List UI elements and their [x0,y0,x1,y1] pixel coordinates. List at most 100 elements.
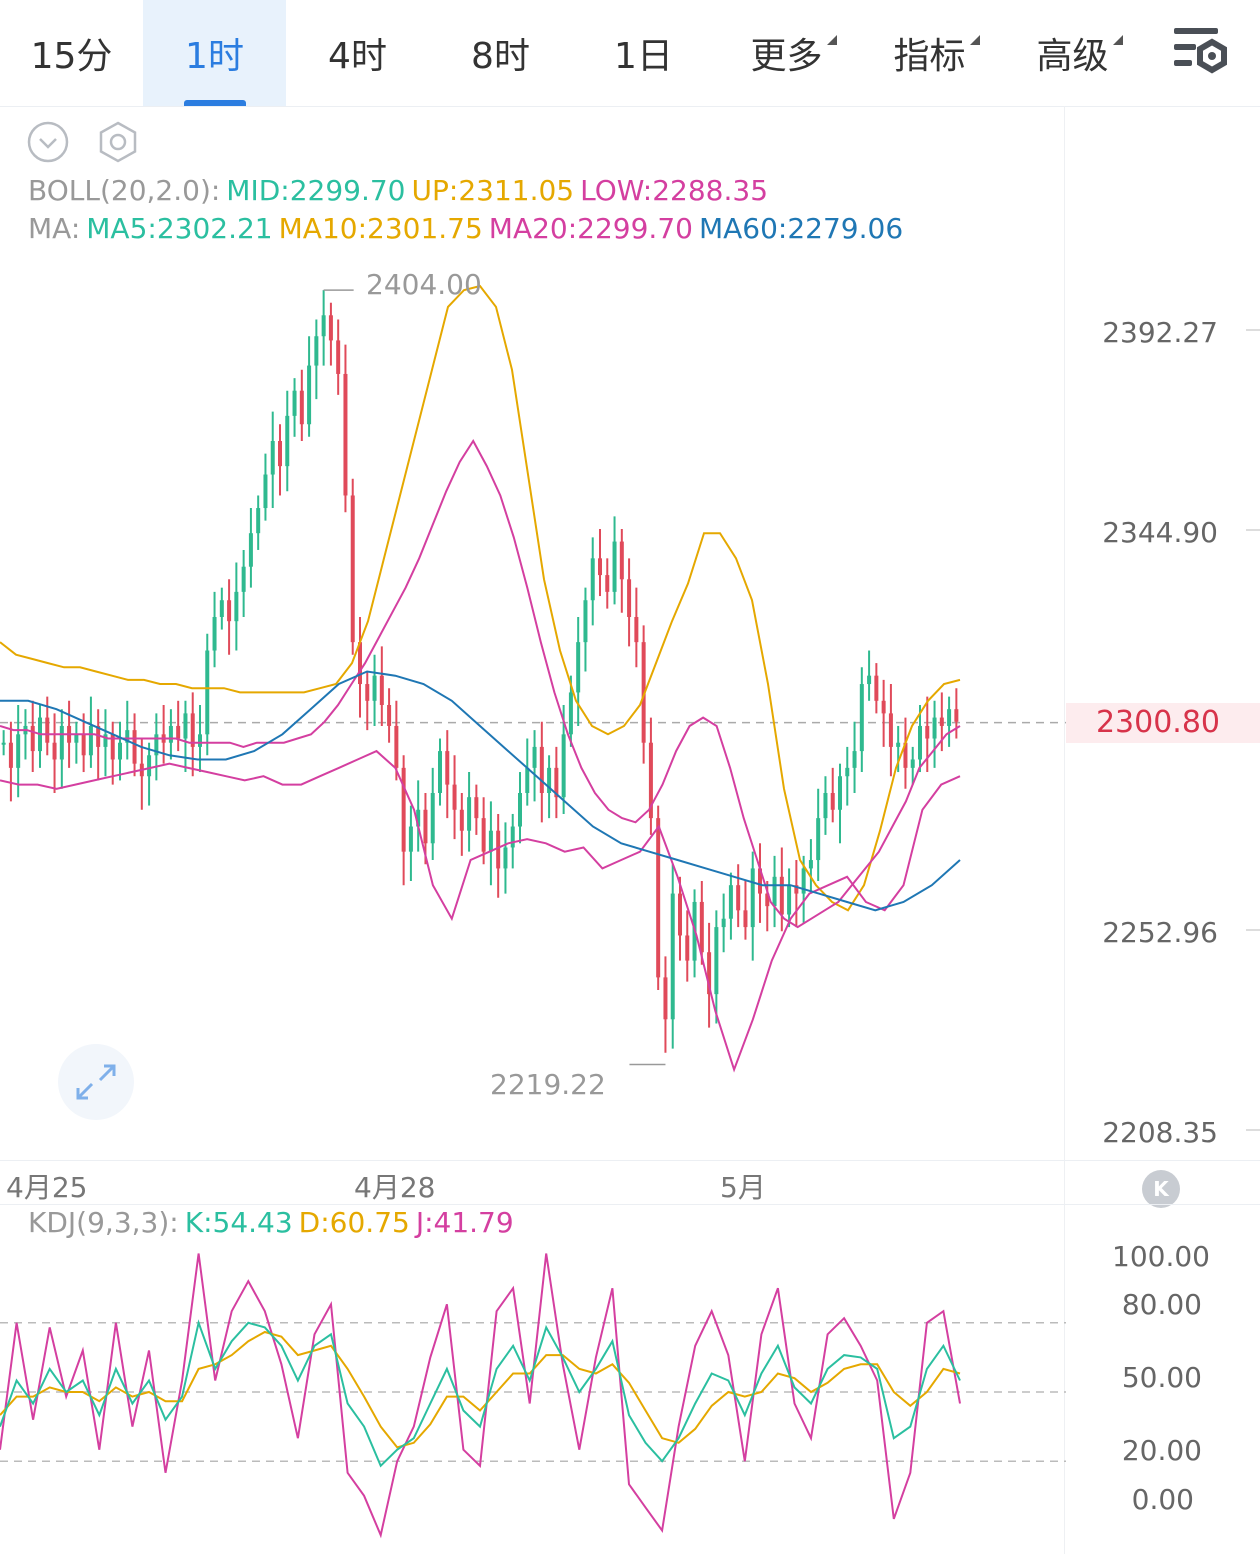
candle-body [336,340,341,374]
kdj-axis-label: 20.00 [1121,1434,1202,1467]
candle-body [627,579,632,617]
candle-body [699,901,704,953]
boll-label: BOLL(20,2.0): [28,174,221,207]
candle-body [750,868,755,928]
tab-label: 更多 [750,36,823,77]
candle-body [256,508,261,534]
candle-body [147,755,152,777]
candle-body [728,885,733,919]
k-badge-icon[interactable]: K [1142,1170,1180,1208]
hexagon-gear-icon[interactable] [96,120,140,164]
candle-body [859,684,864,752]
candle-body [248,533,253,567]
boll-low: LOW:2288.35 [580,174,769,207]
candle-body [343,373,348,496]
timeframe-tabbar: 15分 1时 4时 8时 1日 更多 指标 高级 [0,0,1260,107]
ma-label: MA: [28,212,81,245]
candle-body [874,675,879,701]
candle-body [896,742,901,747]
candle-body [496,830,501,869]
price-axis-label: 2344.90 [1102,516,1218,549]
dropdown-caret-icon [969,35,980,45]
candle-body [168,725,173,743]
date-label: 4月28 [354,1171,436,1204]
candle-body [648,742,653,819]
candle-body [554,767,559,798]
candle-body [547,767,552,793]
tab-8h[interactable]: 8时 [429,0,572,106]
candle-body [52,742,57,760]
candle-body [525,767,530,793]
candle-body [656,818,661,978]
kdj-axis-label: 100.00 [1112,1240,1210,1273]
tab-indicators[interactable]: 指标 [858,0,1001,106]
date-label: 5月 [720,1171,766,1204]
candle-body [954,709,959,722]
candle-body [925,725,930,739]
chevron-down-circle-icon[interactable] [26,120,70,164]
kdj-chart[interactable] [0,1230,1066,1554]
candle-body [292,390,297,416]
kdj-d: D:60.75 [298,1206,410,1239]
candle-body [794,885,799,894]
ma10-value: MA10:2301.75 [278,212,483,245]
candle-body [714,927,719,995]
candle-body [118,742,122,760]
expand-arrows-icon [76,1064,116,1100]
candle-body [270,441,275,475]
boll-lower-line [0,749,961,1073]
boll-upper-line [0,284,961,912]
candle-body [438,751,442,793]
candle-body [445,751,450,785]
chart-settings-button[interactable] [1168,20,1232,84]
candle-body [685,935,690,961]
tab-advanced[interactable]: 高级 [1001,0,1144,106]
candle-body [561,734,566,798]
candle-body [452,784,457,810]
candle-body [59,725,64,760]
candle-body [576,642,581,693]
kdj-axis-label: 0.00 [1131,1483,1194,1516]
tab-label: 8时 [471,36,530,77]
candle-body [278,441,282,467]
boll-mid: MID:2299.70 [226,174,406,207]
candle-body [74,734,79,743]
candle-body [612,541,617,592]
candle-body [321,315,326,337]
candle-body [401,767,406,852]
candle-body [583,600,588,643]
candle-body [125,730,130,743]
tab-1d[interactable]: 1日 [572,0,715,106]
candle-body [285,415,290,467]
candle-body [532,746,537,768]
tab-more[interactable]: 更多 [715,0,858,106]
candle-body [779,876,784,915]
candle-body [154,734,159,756]
candle-body [176,725,181,739]
candle-body [190,713,195,747]
boll-up: UP:2311.05 [411,174,575,207]
candle-body [743,910,748,928]
low-annotation: 2219.22 [490,1068,606,1101]
candlestick-chart[interactable] [0,250,1066,1160]
candle-body [670,893,675,1020]
candle-body [808,860,813,869]
current-price-value: 2300.80 [1095,705,1220,740]
candle-body [867,675,872,685]
candle-body [350,495,355,643]
active-tab-indicator [183,100,246,106]
tab-label: 指标 [893,36,966,77]
candle-body [103,734,108,747]
dropdown-caret-icon [1112,35,1123,45]
current-price-tag: 2300.80 [1066,703,1260,743]
candle-body [358,642,362,685]
tab-4h[interactable]: 4时 [286,0,429,106]
kdj-d-line [0,1330,961,1449]
expand-chart-button[interactable] [58,1044,134,1120]
candle-body [430,793,435,844]
tab-15m[interactable]: 15分 [0,0,143,106]
tab-1h[interactable]: 1时 [143,0,286,106]
candle-body [568,692,573,735]
candle-body [816,818,821,861]
candle-body [45,717,50,743]
